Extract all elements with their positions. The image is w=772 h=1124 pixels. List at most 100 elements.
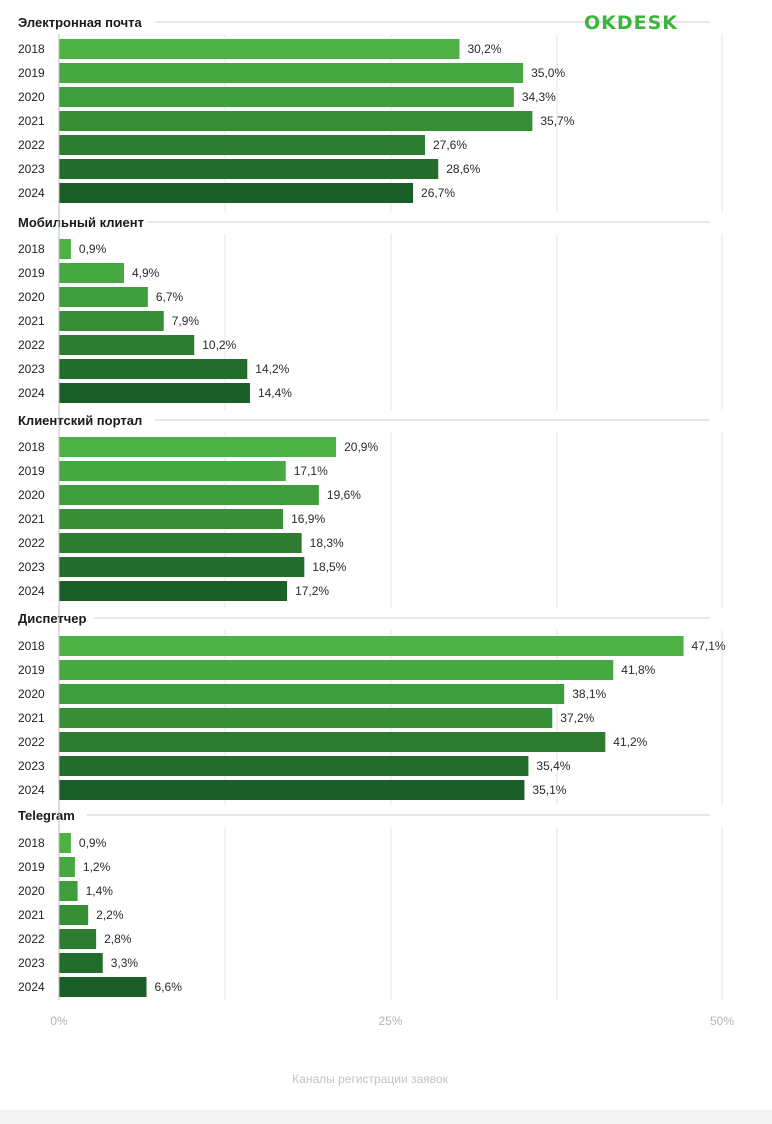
group-title: Telegram xyxy=(18,808,75,823)
value-label: 10,2% xyxy=(202,338,236,352)
value-label: 19,6% xyxy=(327,488,361,502)
chart-caption: Каналы регистрации заявок xyxy=(292,1072,448,1086)
value-label: 1,2% xyxy=(83,860,111,874)
bar xyxy=(59,159,439,179)
value-label: 14,2% xyxy=(255,362,289,376)
bar xyxy=(59,135,425,155)
year-label: 2023 xyxy=(18,162,45,176)
bar xyxy=(59,383,250,403)
bar xyxy=(59,533,302,553)
value-label: 30,2% xyxy=(467,42,501,56)
value-label: 3,3% xyxy=(111,956,139,970)
bar xyxy=(59,977,147,997)
value-label: 41,2% xyxy=(613,735,647,749)
value-label: 6,7% xyxy=(156,290,184,304)
bar xyxy=(59,660,614,680)
year-label: 2018 xyxy=(18,440,45,454)
group-title: Клиентский портал xyxy=(18,413,142,428)
bar xyxy=(59,461,286,481)
year-label: 2024 xyxy=(18,186,45,200)
value-label: 0,9% xyxy=(79,242,107,256)
value-label: 2,2% xyxy=(96,908,124,922)
bar xyxy=(59,485,319,505)
bottom-band xyxy=(0,1110,772,1124)
year-label: 2020 xyxy=(18,488,45,502)
year-label: 2022 xyxy=(18,735,45,749)
bar xyxy=(59,183,414,203)
year-label: 2019 xyxy=(18,663,45,677)
x-tick-label: 50% xyxy=(710,1014,734,1028)
year-label: 2019 xyxy=(18,266,45,280)
year-label: 2023 xyxy=(18,956,45,970)
year-label: 2018 xyxy=(18,836,45,850)
year-label: 2023 xyxy=(18,759,45,773)
bar xyxy=(59,557,305,577)
value-label: 1,4% xyxy=(86,884,114,898)
value-label: 0,9% xyxy=(79,836,107,850)
group-title: Мобильный клиент xyxy=(18,215,144,230)
bar xyxy=(59,335,195,355)
value-label: 20,9% xyxy=(344,440,378,454)
value-label: 27,6% xyxy=(433,138,467,152)
x-tick-label: 0% xyxy=(50,1014,68,1028)
value-label: 17,1% xyxy=(294,464,328,478)
year-label: 2018 xyxy=(18,639,45,653)
value-label: 2,8% xyxy=(104,932,132,946)
year-label: 2021 xyxy=(18,314,45,328)
year-label: 2023 xyxy=(18,362,45,376)
bar xyxy=(59,359,248,379)
bar xyxy=(59,636,684,656)
year-label: 2022 xyxy=(18,138,45,152)
year-label: 2021 xyxy=(18,114,45,128)
bar xyxy=(59,287,148,307)
group-title: Диспетчер xyxy=(18,611,87,626)
bar xyxy=(59,780,525,800)
value-label: 17,2% xyxy=(295,584,329,598)
bar xyxy=(59,111,533,131)
year-label: 2020 xyxy=(18,884,45,898)
value-label: 38,1% xyxy=(572,687,606,701)
bar xyxy=(59,732,606,752)
year-label: 2019 xyxy=(18,860,45,874)
year-label: 2021 xyxy=(18,512,45,526)
year-label: 2024 xyxy=(18,584,45,598)
value-label: 35,4% xyxy=(536,759,570,773)
year-label: 2018 xyxy=(18,242,45,256)
year-label: 2021 xyxy=(18,711,45,725)
value-label: 28,6% xyxy=(446,162,480,176)
bar xyxy=(59,684,565,704)
bar xyxy=(59,437,337,457)
year-label: 2018 xyxy=(18,42,45,56)
year-label: 2021 xyxy=(18,908,45,922)
bar xyxy=(59,39,460,59)
bar xyxy=(59,881,78,901)
bar xyxy=(59,87,514,107)
value-label: 26,7% xyxy=(421,186,455,200)
bar xyxy=(59,929,97,949)
year-label: 2022 xyxy=(18,338,45,352)
value-label: 34,3% xyxy=(522,90,556,104)
value-label: 35,0% xyxy=(531,66,565,80)
group-title: Электронная почта xyxy=(18,15,143,30)
bar xyxy=(59,708,553,728)
year-label: 2023 xyxy=(18,560,45,574)
year-label: 2024 xyxy=(18,783,45,797)
year-label: 2022 xyxy=(18,932,45,946)
bar xyxy=(59,509,284,529)
value-label: 41,8% xyxy=(621,663,655,677)
value-label: 35,1% xyxy=(532,783,566,797)
bar xyxy=(59,263,124,283)
value-label: 47,1% xyxy=(692,639,726,653)
year-label: 2020 xyxy=(18,90,45,104)
value-label: 16,9% xyxy=(291,512,325,526)
value-label: 14,4% xyxy=(258,386,292,400)
bar xyxy=(59,905,89,925)
year-label: 2020 xyxy=(18,290,45,304)
okdesk-logo: OKDESK xyxy=(584,12,679,34)
bar xyxy=(59,63,524,83)
value-label: 37,2% xyxy=(560,711,594,725)
value-label: 7,9% xyxy=(172,314,200,328)
bar xyxy=(59,581,288,601)
bar xyxy=(59,953,103,973)
